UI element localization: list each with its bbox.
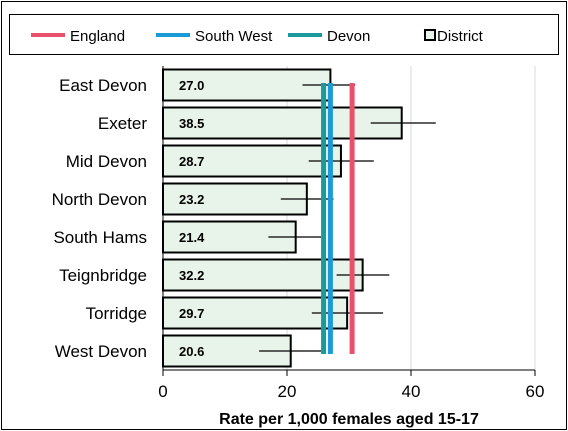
legend-box [9, 14, 559, 55]
category-label-4: South Hams [53, 228, 147, 247]
x-axis-title: Rate per 1,000 females aged 15-17 [219, 411, 479, 428]
legend-label-2: Devon [327, 28, 370, 45]
legend-label-district: District [437, 28, 484, 45]
legend: England South West Devon District [31, 28, 484, 45]
legend-label-0: England [70, 28, 125, 45]
bar-labels: 27.0 38.5 28.7 23.2 21.4 32.2 29.7 20.6 [179, 78, 205, 359]
reference-lines [321, 83, 355, 354]
bar-value-label-6: 29.7 [179, 306, 204, 321]
bar-value-label-7: 20.6 [179, 344, 204, 359]
category-label-0: East Devon [59, 76, 147, 95]
x-tick-label-2: 40 [402, 382, 421, 401]
bar-value-label-3: 23.2 [179, 192, 204, 207]
legend-label-1: South West [195, 28, 273, 45]
x-axis: 0 20 40 60 [158, 66, 544, 401]
category-label-2: Mid Devon [66, 152, 147, 171]
category-label-6: Torridge [86, 304, 147, 323]
x-tick-label-1: 20 [278, 382, 297, 401]
bar-value-label-1: 38.5 [179, 116, 204, 131]
category-label-1: Exeter [98, 114, 147, 133]
x-tick-label-3: 60 [526, 382, 545, 401]
x-tick-label-0: 0 [158, 382, 167, 401]
category-label-5: Teignbridge [59, 266, 147, 285]
bar-value-label-2: 28.7 [179, 154, 204, 169]
bar-value-label-0: 27.0 [179, 78, 204, 93]
category-labels: East Devon Exeter Mid Devon North Devon Sout… [52, 76, 148, 361]
bar-value-label-5: 32.2 [179, 268, 204, 283]
category-label-3: North Devon [52, 190, 147, 209]
bar-value-label-4: 21.4 [179, 230, 205, 245]
legend-swatch-district [424, 29, 436, 41]
category-label-7: West Devon [55, 342, 147, 361]
